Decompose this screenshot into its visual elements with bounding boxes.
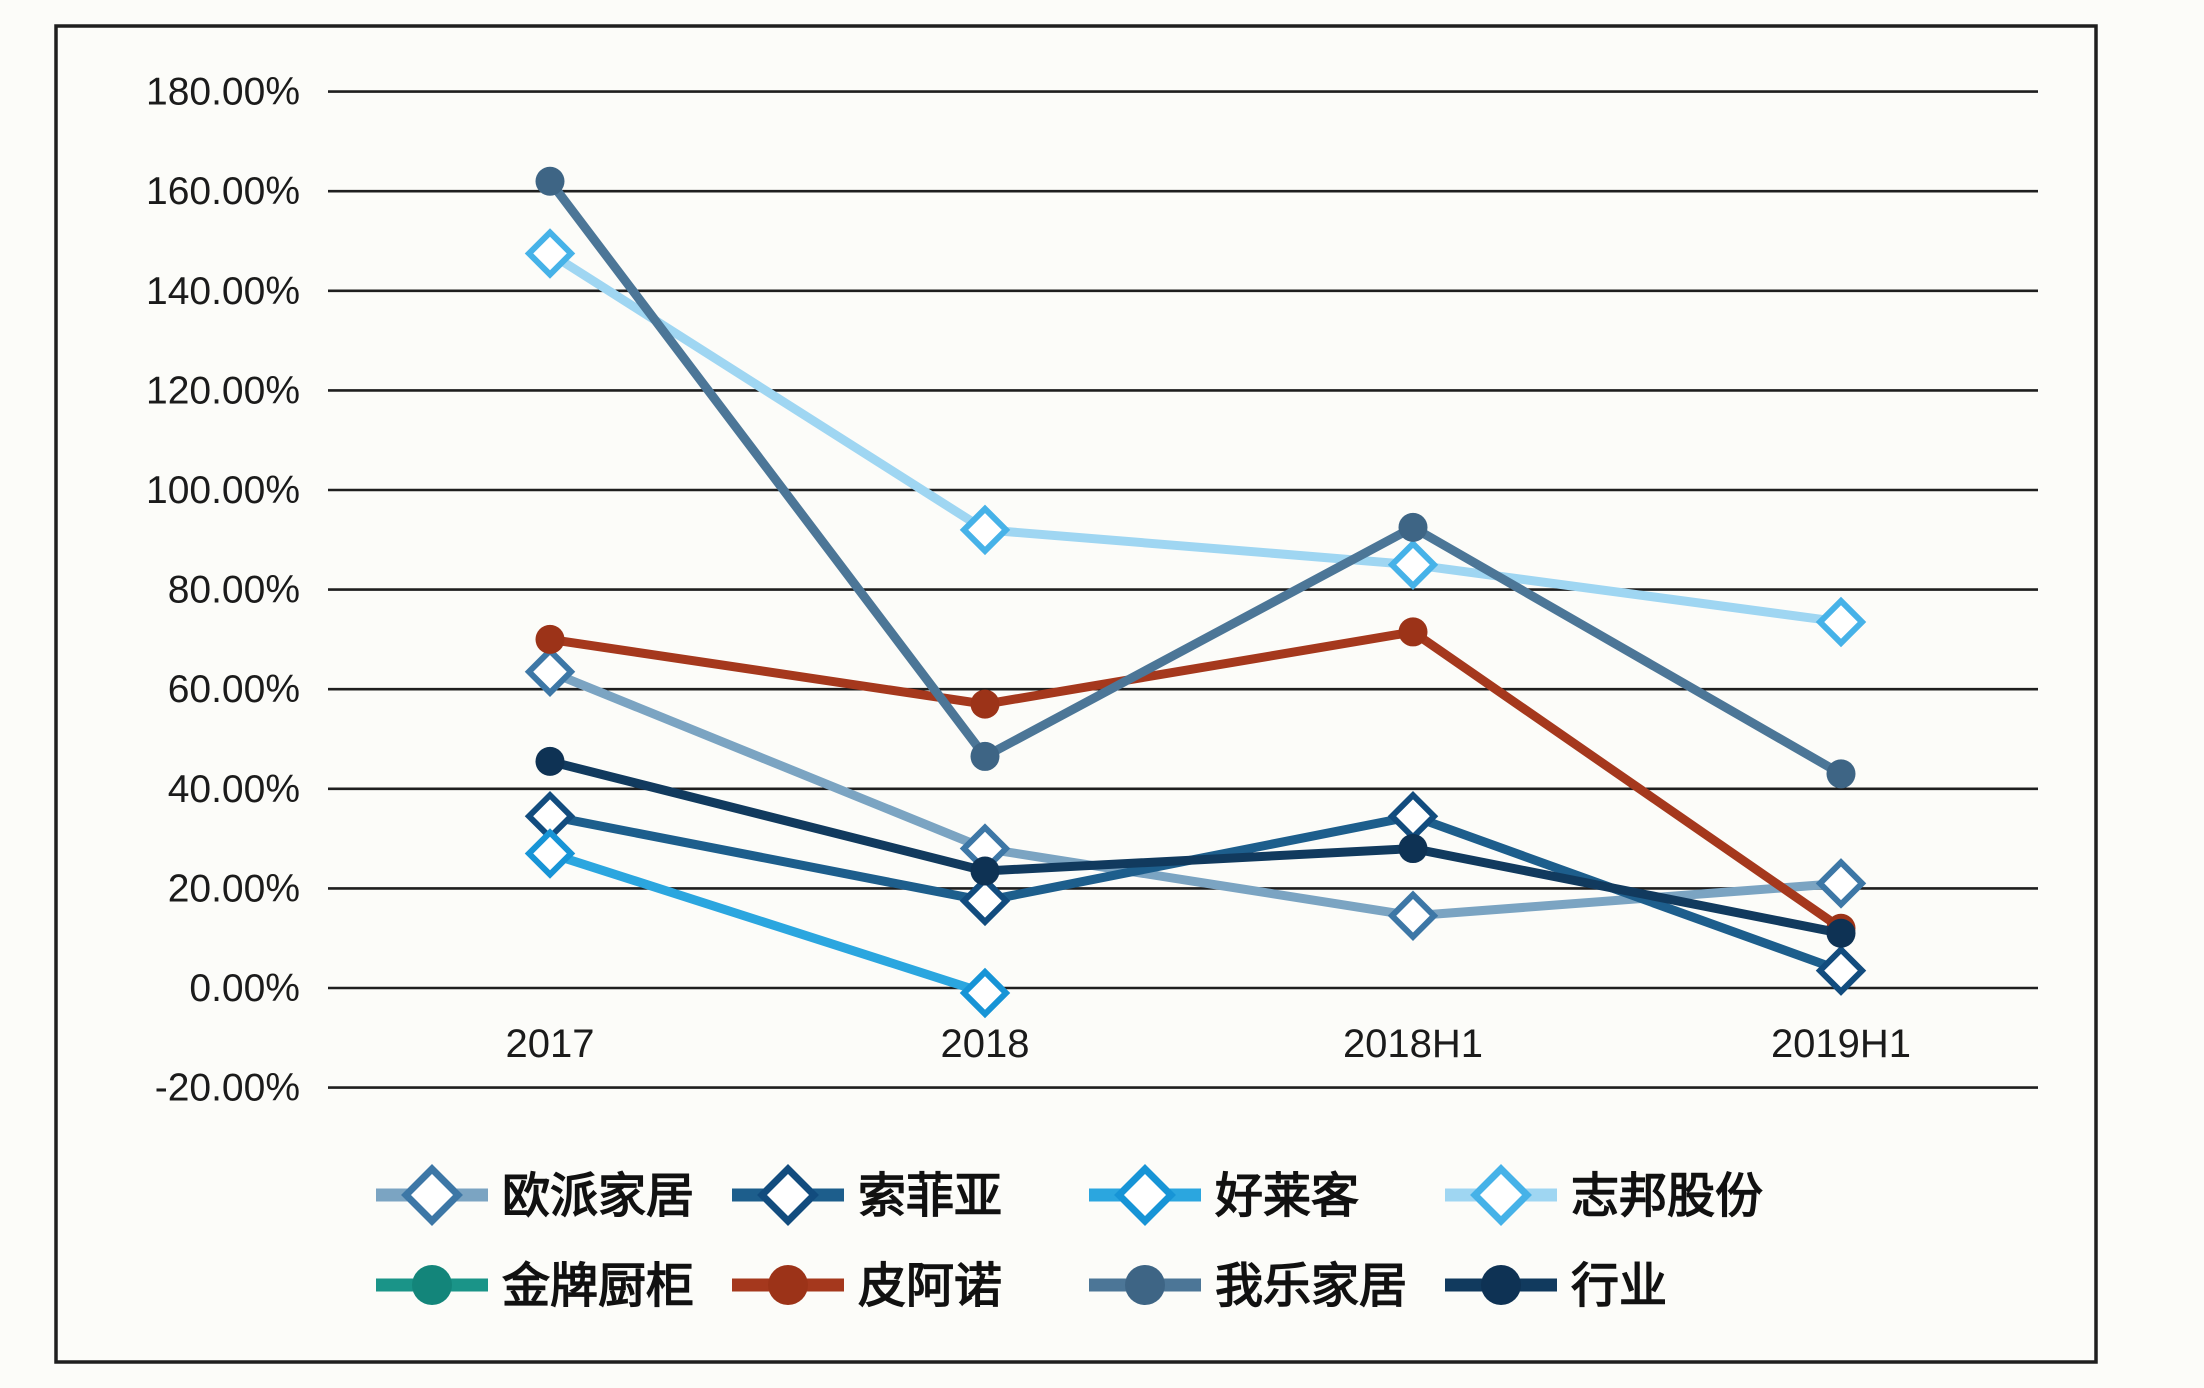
series-0-marker — [1387, 890, 1439, 942]
legend-item-label: 皮阿诺 — [858, 1260, 1002, 1313]
series-5-marker — [535, 624, 565, 654]
series-line-5 — [545, 627, 1846, 933]
legend-diamond-marker-icon — [1114, 1164, 1176, 1226]
series-2-marker — [959, 967, 1011, 1019]
legend-diamond-marker-icon — [401, 1164, 463, 1226]
series-7-marker — [1826, 918, 1856, 948]
series-line-7 — [545, 756, 1846, 938]
series-1-marker — [1387, 790, 1439, 842]
legend-circle-marker-icon — [768, 1265, 808, 1305]
series-3-marker — [959, 504, 1011, 556]
y-axis-tick-label: 100.00% — [146, 469, 300, 512]
x-axis-category-label: 2018 — [941, 1022, 1030, 1066]
legend-circle-marker-icon — [1481, 1265, 1521, 1305]
chart-border — [54, 24, 2098, 1364]
y-axis-tick-label: 80.00% — [168, 569, 300, 612]
series-line-2 — [545, 849, 990, 998]
x-axis-category-label: 2019H1 — [1771, 1022, 1911, 1066]
series-1-marker — [959, 875, 1011, 927]
series-6-marker — [970, 741, 1000, 771]
series-6-marker — [1398, 512, 1428, 542]
x-axis-category-label: 2018H1 — [1343, 1022, 1483, 1066]
series-0-marker — [524, 646, 576, 698]
series-3-marker — [1387, 539, 1439, 590]
series-7-marker — [970, 856, 1000, 886]
legend-circle-marker-icon — [1125, 1265, 1165, 1305]
x-axis-category-label: 2017 — [506, 1022, 595, 1066]
legend-item-label: 我乐家居 — [1215, 1260, 1407, 1313]
series-3-marker — [524, 228, 576, 279]
legend-diamond-marker-icon — [757, 1164, 819, 1226]
series-3-marker — [1815, 596, 1867, 648]
legend-item-label: 欧派家居 — [502, 1170, 694, 1223]
y-axis-tick-label: 160.00% — [146, 170, 300, 213]
y-axis-tick-label: 140.00% — [146, 270, 300, 313]
series-7-marker — [535, 746, 565, 776]
series-line-6 — [545, 176, 1846, 779]
series-2-marker — [524, 828, 576, 879]
series-line-3 — [545, 248, 1846, 627]
y-axis-tick-label: -20.00% — [155, 1067, 300, 1110]
series-6-marker — [535, 166, 565, 196]
series-1-marker — [1815, 945, 1867, 996]
y-axis-tick-label: 20.00% — [168, 867, 300, 910]
series-5-marker — [970, 689, 1000, 719]
legend-item-label: 索菲亚 — [858, 1170, 1002, 1223]
legend-circle-marker-icon — [412, 1265, 452, 1305]
legend-item-label: 金牌厨柜 — [501, 1260, 694, 1313]
legend-item-label: 志邦股份 — [1571, 1170, 1763, 1223]
y-axis-tick-label: 0.00% — [189, 967, 300, 1010]
series-7-marker — [1398, 834, 1428, 864]
y-axis-tick-label: 120.00% — [146, 369, 300, 412]
legend-item-label: 行业 — [1571, 1260, 1667, 1313]
series-5-marker — [1398, 617, 1428, 647]
series-0-marker — [1815, 858, 1867, 909]
y-axis-tick-label: 60.00% — [168, 668, 300, 711]
series-6-marker — [1826, 759, 1856, 789]
series-line-0 — [545, 667, 1846, 921]
y-axis-tick-label: 180.00% — [146, 71, 300, 114]
legend-item-label: 好莱客 — [1214, 1170, 1359, 1223]
y-axis-tick-label: 40.00% — [168, 768, 300, 811]
legend-diamond-marker-icon — [1470, 1164, 1532, 1226]
